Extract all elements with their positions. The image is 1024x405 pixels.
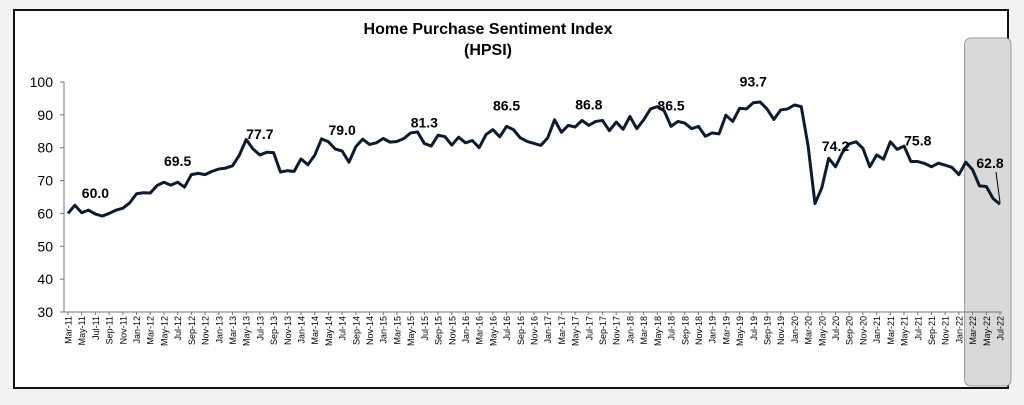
- x-tick-label: May-20: [817, 316, 827, 346]
- x-tick-label: Mar-18: [639, 316, 649, 345]
- x-tick-label: Jul-11: [91, 316, 101, 340]
- x-tick-label: Sep-15: [434, 316, 444, 345]
- data-label: 86.5: [657, 97, 684, 113]
- x-tick-label: Mar-11: [64, 316, 74, 344]
- x-tick-label: Mar-20: [804, 316, 814, 345]
- x-tick-label: Nov-18: [694, 316, 704, 345]
- x-tick-label: Sep-19: [763, 316, 773, 345]
- data-label: 79.0: [328, 122, 355, 138]
- x-tick-label: Jul-16: [502, 316, 512, 341]
- chart-title: Home Purchase Sentiment Index: [364, 21, 613, 38]
- x-tick-label: May-14: [324, 316, 334, 346]
- x-tick-label: Jul-12: [173, 316, 183, 341]
- x-tick-label: Nov-15: [447, 316, 457, 345]
- x-tick-label: Mar-21: [886, 316, 896, 345]
- y-axis: 30 40 50 60 70 80 90 100: [30, 74, 65, 320]
- data-label: 77.7: [246, 126, 273, 142]
- x-tick-label: Jan-21: [872, 316, 882, 344]
- data-label: 86.5: [493, 97, 520, 113]
- x-tick-label: May-16: [488, 316, 498, 346]
- x-axis: Mar-11 May-11 Jul-11 Sep-11 Nov-11 Jan-12 Mar-…: [64, 311, 1006, 346]
- data-label-leader: [995, 171, 1001, 203]
- x-tick-label: May-22: [982, 316, 992, 346]
- y-tick-label: 40: [37, 271, 53, 287]
- data-labels: 60.0 69.5 77.7 79.0 81.3 86.5 86.8 86.5 93.7 74.2…: [82, 74, 1004, 203]
- x-tick-label: Mar-15: [392, 316, 402, 345]
- x-tick-label: Jul-20: [831, 316, 841, 341]
- x-tick-label: Sep-21: [927, 316, 937, 345]
- x-tick-label: Jan-20: [790, 316, 800, 344]
- x-tick-label: Jan-14: [297, 316, 307, 344]
- x-tick-label: Jan-17: [543, 316, 553, 344]
- x-tick-label: Sep-13: [269, 316, 279, 345]
- x-tick-label: Sep-14: [351, 316, 361, 345]
- x-tick-label: May-13: [242, 316, 252, 346]
- x-tick-label: Nov-16: [530, 316, 540, 345]
- recent-months-highlight: [964, 37, 1012, 387]
- y-tick-label: 60: [37, 205, 53, 221]
- data-label: 62.8: [976, 155, 1003, 171]
- x-tick-label: Jul-14: [338, 316, 348, 341]
- chart-frame: [13, 9, 1009, 389]
- y-tick-label: 30: [37, 304, 53, 320]
- x-tick-label: Jan-22: [954, 316, 964, 344]
- x-tick-label: Sep-11: [105, 316, 115, 344]
- x-tick-label: May-19: [735, 316, 745, 346]
- x-tick-label: May-17: [571, 316, 581, 346]
- x-tick-label: May-11: [77, 316, 87, 345]
- x-tick-label: Jul-18: [667, 316, 677, 341]
- x-tick-label: Jul-13: [255, 316, 265, 341]
- x-tick-label: Nov-11: [118, 316, 128, 344]
- x-tick-label: Mar-12: [146, 316, 156, 345]
- data-label: 60.0: [82, 185, 109, 201]
- x-tick-label: Jan-15: [379, 316, 389, 344]
- x-tick-label: Mar-19: [721, 316, 731, 345]
- x-tick-label: Jan-16: [461, 316, 471, 344]
- x-tick-label: Jan-13: [214, 316, 224, 344]
- x-tick-label: Sep-16: [516, 316, 526, 345]
- data-label: 75.8: [904, 133, 931, 149]
- x-tick-label: Nov-13: [283, 316, 293, 345]
- x-tick-label: Nov-20: [858, 316, 868, 345]
- y-tick-label: 50: [37, 238, 53, 254]
- x-tick-label: Nov-12: [201, 316, 211, 345]
- x-tick-label: Mar-22: [968, 316, 978, 345]
- x-tick-label: Jan-12: [132, 316, 142, 344]
- x-tick-label: Sep-18: [680, 316, 690, 345]
- hpsi-series-line: [66, 100, 1001, 218]
- data-label: 81.3: [411, 114, 438, 130]
- chart-subtitle: (HPSI): [464, 42, 512, 59]
- x-tick-label: Nov-14: [365, 316, 375, 345]
- x-tick-label: Jul-15: [420, 316, 430, 341]
- x-tick-label: Nov-17: [612, 316, 622, 345]
- data-label: 74.2: [822, 138, 849, 154]
- x-tick-label: Jan-19: [708, 316, 718, 344]
- data-label: 93.7: [740, 74, 767, 90]
- x-tick-label: Jul-19: [749, 316, 759, 341]
- y-tick-label: 80: [37, 140, 53, 156]
- x-tick-label: Mar-14: [310, 316, 320, 345]
- x-tick-label: Sep-12: [187, 316, 197, 345]
- x-tick-label: Jul-17: [584, 316, 594, 341]
- x-tick-label: Sep-17: [598, 316, 608, 345]
- x-tick-label: Sep-20: [845, 316, 855, 345]
- x-tick-label: Mar-13: [228, 316, 238, 345]
- y-tick-label: 70: [37, 173, 53, 189]
- x-tick-label: Jul-22: [996, 316, 1006, 341]
- x-tick-label: May-15: [406, 316, 416, 346]
- data-label: 86.8: [575, 96, 602, 112]
- x-tick-label: May-18: [653, 316, 663, 346]
- x-tick-label: Mar-17: [557, 316, 567, 345]
- x-tick-label: Mar-16: [475, 316, 485, 345]
- x-tick-label: Nov-21: [941, 316, 951, 345]
- y-tick-label: 90: [37, 107, 53, 123]
- x-tick-label: May-21: [900, 316, 910, 346]
- x-tick-label: Jan-18: [625, 316, 635, 344]
- x-tick-label: Jul-21: [913, 316, 923, 341]
- x-tick-label: Nov-19: [776, 316, 786, 345]
- x-tick-label: May-12: [159, 316, 169, 346]
- y-tick-label: 100: [30, 74, 54, 90]
- data-label: 69.5: [164, 153, 191, 169]
